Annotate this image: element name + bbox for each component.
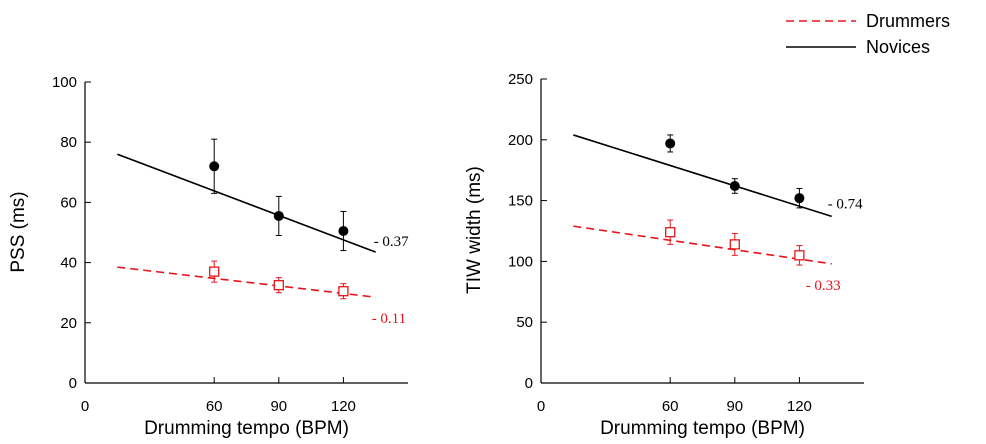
- series-novices: - 0.37: [117, 138, 409, 253]
- legend-label-novices: Novices: [866, 37, 930, 57]
- series-drummers: - 0.33: [573, 219, 841, 294]
- data-point: [338, 286, 349, 297]
- y-tick-label: 250: [508, 71, 533, 88]
- pss-chart: 0 20 40 60 80 100 0 60 90 120 Drumming tempo (BPM)…: [8, 74, 409, 439]
- fit-line: [117, 153, 376, 253]
- data-point: [794, 193, 805, 204]
- data-point: [273, 280, 284, 291]
- x-tick-label: 90: [726, 398, 743, 415]
- y-tick-label: 60: [60, 194, 77, 211]
- y-tick-label: 20: [60, 315, 77, 332]
- series-drummers: - 0.11: [117, 260, 406, 327]
- data-point: [665, 138, 676, 149]
- x-axis-title: Drumming tempo (BPM): [144, 418, 349, 439]
- y-axis-title: TIW width (ms): [464, 166, 485, 294]
- slope-label: - 0.11: [372, 311, 406, 327]
- x-tick-label: 120: [331, 398, 356, 415]
- data-point: [729, 181, 740, 192]
- data-point: [209, 161, 220, 172]
- series-novices: - 0.74: [573, 134, 863, 218]
- x-tick-label: 90: [270, 398, 287, 415]
- fit-line: [573, 225, 832, 265]
- y-tick-label: 0: [525, 375, 533, 392]
- x-tick-label: 120: [787, 398, 812, 415]
- x-tick-label: 60: [206, 398, 223, 415]
- y-axis-title: PSS (ms): [8, 191, 29, 272]
- data-point: [794, 250, 805, 261]
- data-point: [665, 227, 676, 238]
- y-tick-label: 100: [508, 253, 533, 270]
- legend-label-drummers: Drummers: [866, 11, 950, 31]
- data-point: [273, 210, 284, 221]
- fit-line: [117, 266, 376, 299]
- data-point: [338, 225, 349, 236]
- x-axis-title: Drumming tempo (BPM): [600, 418, 805, 439]
- data-point: [209, 266, 220, 277]
- y-tick-label: 40: [60, 255, 77, 272]
- slope-label: - 0.37: [374, 234, 409, 250]
- y-tick-label: 80: [60, 134, 77, 151]
- x-tick-label: 0: [537, 398, 545, 415]
- y-tick-label: 100: [52, 74, 77, 91]
- x-tick-label: 0: [81, 398, 89, 415]
- tiw-chart: 0 50 100 150 200 250 0 60 90 120 Drumming tempo (B…: [464, 71, 864, 439]
- y-tick-label: 150: [508, 193, 533, 210]
- y-tick-label: 200: [508, 132, 533, 149]
- x-tick-label: 60: [662, 398, 679, 415]
- fit-line: [573, 134, 832, 218]
- data-point: [729, 239, 740, 250]
- slope-label: - 0.33: [806, 278, 841, 294]
- y-tick-label: 50: [516, 314, 533, 331]
- legend: Drummers Novices: [786, 11, 950, 57]
- slope-label: - 0.74: [828, 196, 863, 212]
- y-tick-label: 0: [69, 375, 77, 392]
